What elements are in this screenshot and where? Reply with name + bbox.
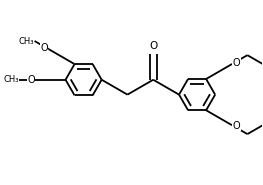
Text: O: O: [233, 58, 240, 68]
Text: O: O: [233, 121, 240, 131]
Text: O: O: [149, 41, 157, 51]
Text: CH₃: CH₃: [3, 75, 18, 84]
Text: O: O: [40, 43, 48, 53]
Text: CH₃: CH₃: [18, 36, 34, 46]
Text: O: O: [27, 75, 35, 85]
